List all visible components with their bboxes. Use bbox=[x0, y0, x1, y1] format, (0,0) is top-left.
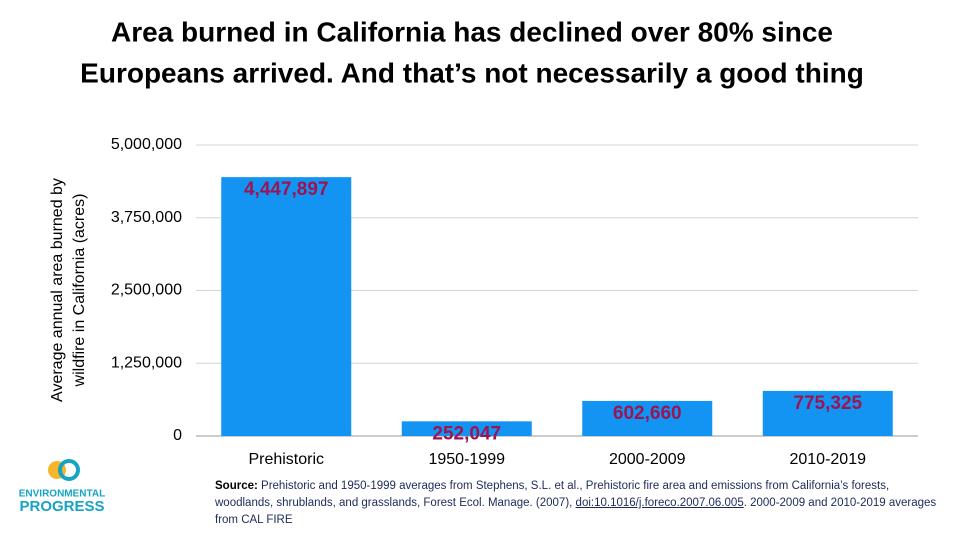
value-label: 252,047 bbox=[432, 423, 501, 444]
bar bbox=[401, 421, 532, 436]
y-tick-label: 5,000,000 bbox=[111, 136, 182, 153]
logo-icon bbox=[58, 459, 80, 481]
source-label: Source: bbox=[215, 480, 258, 492]
y-tick-label: 3,750,000 bbox=[111, 209, 182, 226]
bar bbox=[221, 177, 352, 437]
value-label: 602,660 bbox=[613, 403, 682, 424]
source-note: Source: Prehistoric and 1950-1999 averag… bbox=[215, 478, 940, 529]
y-axis-title-line: wildfire in California (acres) bbox=[71, 194, 88, 388]
x-tick-label: 2000-2009 bbox=[609, 451, 686, 468]
chart-title: Europeans arrived. And that’s not necess… bbox=[80, 57, 864, 88]
y-axis-title-line: Average annual area burned by bbox=[49, 178, 66, 402]
y-tick-label: 2,500,000 bbox=[111, 282, 182, 299]
x-tick-label: Prehistoric bbox=[248, 451, 324, 468]
value-label: 775,325 bbox=[793, 393, 862, 414]
y-tick-label: 0 bbox=[173, 427, 182, 444]
logo-text: ENVIRONMENTAL bbox=[19, 489, 105, 500]
logo: ENVIRONMENTAL PROGRESS bbox=[19, 459, 105, 515]
value-label: 4,447,897 bbox=[244, 179, 329, 200]
logo-text: PROGRESS bbox=[19, 498, 104, 515]
y-tick-label: 1,250,000 bbox=[111, 354, 182, 371]
bar bbox=[582, 400, 713, 436]
y-axis-title: Average annual area burned by wildfire i… bbox=[49, 178, 88, 402]
x-tick-label: 1950-1999 bbox=[428, 451, 505, 468]
source-text: . 2000-2009 and 2010-2019 averages from … bbox=[215, 497, 937, 526]
bar bbox=[762, 390, 893, 436]
x-tick-label: 2010-2019 bbox=[789, 451, 866, 468]
source-text: Prehistoric and 1950-1999 averages from … bbox=[215, 480, 890, 509]
chart-title: Area burned in California has declined o… bbox=[111, 16, 833, 47]
source-link: doi:10.1016/j.foreco.2007.06.005 bbox=[575, 497, 744, 509]
